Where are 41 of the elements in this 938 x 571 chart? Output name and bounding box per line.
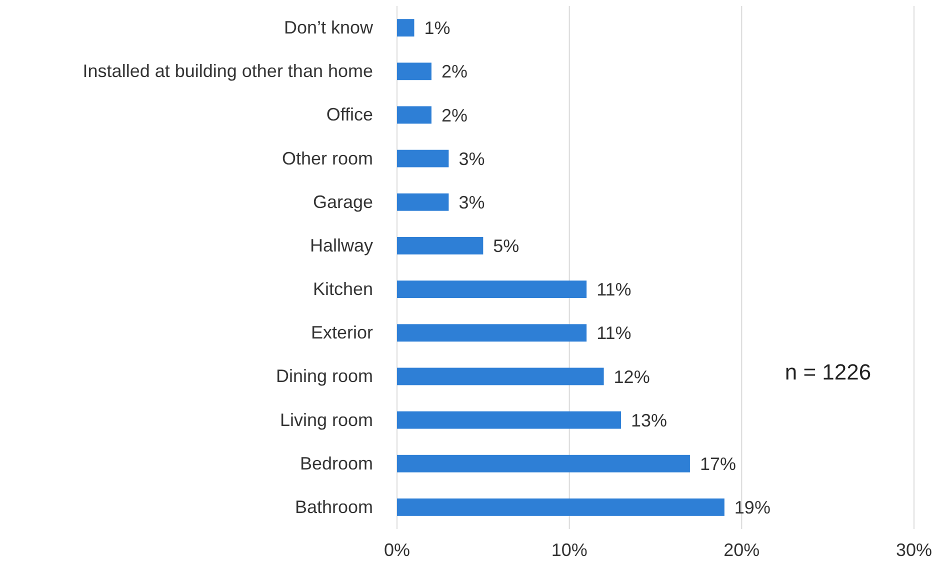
bar (397, 193, 449, 211)
y-tick-label: Living room (280, 410, 373, 430)
bar (397, 324, 587, 342)
y-tick-label: Kitchen (312, 279, 373, 300)
bar (397, 62, 432, 80)
y-tick-label: Installed at building other than home (82, 61, 373, 82)
x-tick-label: 10% (551, 540, 588, 560)
bar (397, 368, 604, 386)
y-tick-label: Don’t know (284, 18, 374, 38)
x-tick-label: 20% (724, 540, 760, 560)
data-label: 11% (596, 323, 632, 344)
bar (397, 106, 432, 124)
y-tick-label: Exterior (310, 322, 374, 343)
data-label: 11% (596, 280, 632, 300)
bar (397, 19, 414, 37)
data-label: 2% (441, 105, 468, 126)
y-tick-label: Hallway (310, 235, 373, 256)
bar (397, 280, 587, 298)
data-label: 3% (458, 192, 485, 212)
data-label: 12% (614, 366, 650, 387)
y-tick-label: Dining room (276, 366, 373, 386)
y-tick-label: Bathroom (294, 496, 373, 517)
annotation: n = 1226 (784, 360, 872, 385)
y-tick-label: Office (326, 104, 373, 125)
y-tick-label: Garage (312, 192, 373, 212)
x-tick-label: 30% (896, 540, 932, 560)
data-label: 17% (700, 454, 736, 474)
bar (397, 411, 622, 429)
bar (397, 498, 724, 516)
y-tick-label: Bedroom (300, 453, 373, 474)
y-tick-label: Other room (282, 148, 373, 168)
data-label: 3% (458, 148, 485, 169)
bar (397, 150, 449, 168)
x-tick-label: 0% (384, 540, 410, 560)
data-label: 2% (441, 62, 468, 82)
bar (397, 236, 484, 254)
data-label: 19% (734, 498, 770, 518)
data-label: 5% (493, 236, 520, 256)
data-label: 13% (631, 410, 668, 430)
data-label: 1% (424, 18, 450, 38)
bar (397, 454, 690, 472)
